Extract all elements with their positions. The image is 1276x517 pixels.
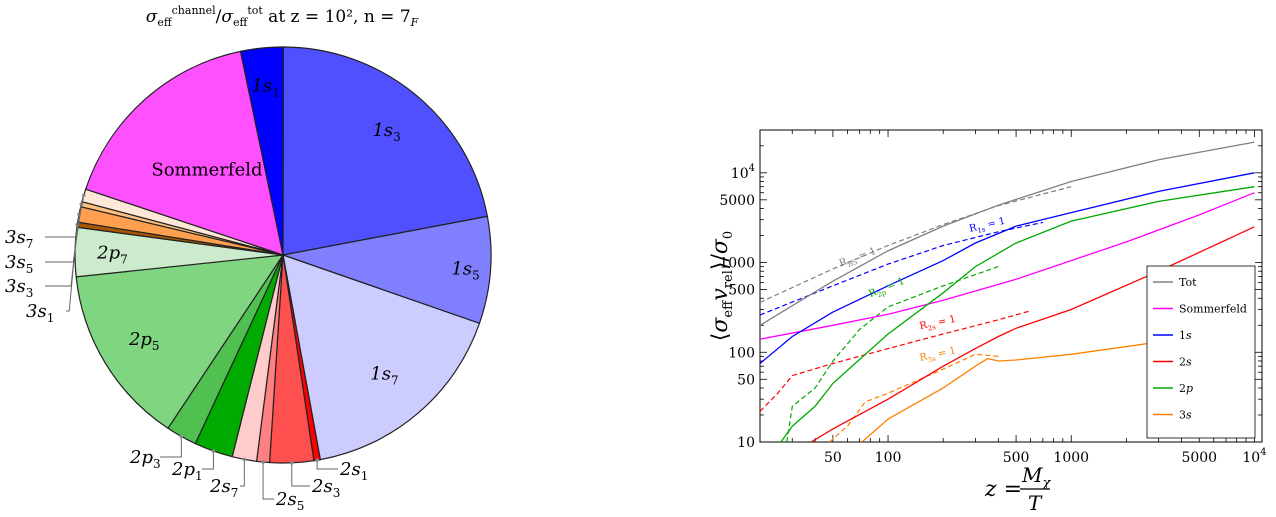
pie-label-2s7: 2s7: [209, 476, 238, 500]
pie-label-2s5: 2s5: [275, 489, 304, 513]
pie-leader-dot-2p1: [211, 449, 216, 453]
y-tick-label-50: 50: [737, 372, 755, 388]
pie-labels: 1s31s51s72s12s32s52s72p12p32p52p73s13s33…: [5, 75, 480, 513]
x-tick-label-10: 104: [1242, 447, 1266, 466]
y-tick-label-100: 100: [728, 345, 755, 361]
pie-label-3s7: 3s7: [5, 227, 33, 251]
pie-label-2p5: 2p5: [128, 329, 160, 353]
pie-label-1s3: 1s3: [372, 120, 400, 144]
pie-label-3s1: 3s1: [26, 301, 54, 325]
svg-text:z =: z =: [984, 477, 1022, 502]
pie-slice-1s7: [282, 254, 481, 461]
pie-slice-1s1: [239, 46, 284, 256]
legend-box: [1146, 265, 1256, 439]
legend-label-1s: 1s: [1179, 329, 1192, 342]
y-tick-label-10: 104: [731, 163, 755, 182]
legend-label-2p: 2p: [1179, 382, 1193, 395]
pie-title: σeffchannel/σefftot at z = 10², n = 7F: [146, 4, 419, 29]
x-tick-label-100: 100: [875, 450, 902, 466]
y-axis-label: ⟨σeffvrel⟩/σ0: [708, 231, 736, 341]
pie-label-1s5: 1s5: [451, 259, 479, 283]
pie-label-2p3: 2p3: [129, 447, 161, 471]
dashed-line-r-1s-1: [760, 221, 1044, 316]
legend: Tot Sommerfeld 1s 2s 2p 3s: [1146, 265, 1256, 439]
series-line-3s: [861, 324, 1255, 442]
x-axis-label: z = Mχ T: [984, 463, 1051, 515]
dashed-line-r-2p-1: [786, 266, 999, 442]
plot-frame: [759, 129, 1263, 443]
pie-slice-sommerfeld: [84, 50, 284, 256]
annotation-r-2p-1: R2p = 1: [867, 276, 907, 302]
x-tick-label-5000: 5000: [1181, 450, 1217, 466]
pie-leader-dot-2s7: [242, 457, 247, 462]
dashed-line-r-bs-1: [760, 186, 1072, 303]
svg-text:T: T: [1028, 491, 1043, 515]
y-tick-label-10: 10: [737, 435, 755, 451]
pie-leader-dot-2s3: [289, 461, 294, 465]
series-line-sommerfeld: [760, 192, 1255, 340]
pie-leader-dot-3s7: [81, 193, 86, 198]
y-tick-label-500: 500: [728, 283, 755, 299]
series-line-2s: [810, 226, 1255, 442]
pie-label-2p7: 2p7: [96, 243, 128, 267]
y-tick-label-1000: 1000: [719, 256, 755, 272]
pie-leader-dot-2s1: [315, 458, 319, 462]
annotation-r-2s-1: R2s = 1: [919, 314, 958, 334]
pie-leader-3s7: [45, 195, 85, 238]
series-line-tot: [760, 141, 1255, 326]
axis-ticks: 50 100 500 1000 5000 104 10 50 100 500 1000 5000 104: [719, 129, 1267, 466]
pie-label-sommerfeld: Sommerfeld: [151, 160, 262, 181]
pie-leader-2p3: [160, 436, 182, 458]
line-chart: 50 100 500 1000 5000 104 10 50 100 500 1000 5000 104…: [708, 129, 1267, 515]
pie-leader-2p1: [202, 451, 214, 470]
legend-label-tot: Tot: [1179, 276, 1197, 289]
pie-label-2p1: 2p1: [171, 459, 203, 483]
series-line-2p: [780, 186, 1255, 442]
pie-label-2s1: 2s1: [339, 459, 368, 483]
pie-leader-2s3: [291, 462, 310, 487]
pie-leader-3s3: [45, 214, 80, 287]
x-tick-label-1000: 1000: [1053, 450, 1089, 466]
pie-label-2s3: 2s3: [311, 476, 340, 500]
legend-label-sommerfeld: Sommerfeld: [1179, 303, 1247, 316]
pie-leader-2s5: [262, 462, 274, 500]
series-line-1s: [760, 172, 1255, 364]
pie-label-1s1: 1s1: [251, 75, 279, 99]
x-label-numerator: Mχ: [1021, 463, 1051, 491]
legend-label-2s: 2s: [1179, 356, 1192, 369]
annotation-r-3s-1: R3s = 1: [919, 346, 958, 366]
pie-leader-2s7: [240, 459, 245, 487]
y-tick-label-5000: 5000: [719, 193, 755, 209]
pie-leader-dot-2p3: [179, 434, 184, 439]
pie-label-3s5: 3s5: [5, 252, 33, 276]
dashed-line-r-2s-1: [760, 310, 1031, 412]
pie-slice-2p5: [75, 254, 285, 430]
series-lines: [760, 141, 1255, 442]
pie-label-3s3: 3s3: [5, 276, 33, 300]
pie-leader-2s1: [316, 460, 338, 470]
x-tick-label-50: 50: [824, 450, 842, 466]
x-tick-label-500: 500: [1003, 450, 1030, 466]
pie-slice-1s3: [282, 46, 489, 256]
pie-leader-dot-2s5: [261, 460, 265, 464]
pie-chart: [74, 46, 492, 464]
annotation-r-1s-1: R1s = 1: [968, 216, 1007, 237]
pie-label-1s7: 1s7: [370, 363, 398, 387]
pie-slice-1s5: [280, 215, 492, 325]
legend-label-3s: 3s: [1179, 409, 1192, 422]
